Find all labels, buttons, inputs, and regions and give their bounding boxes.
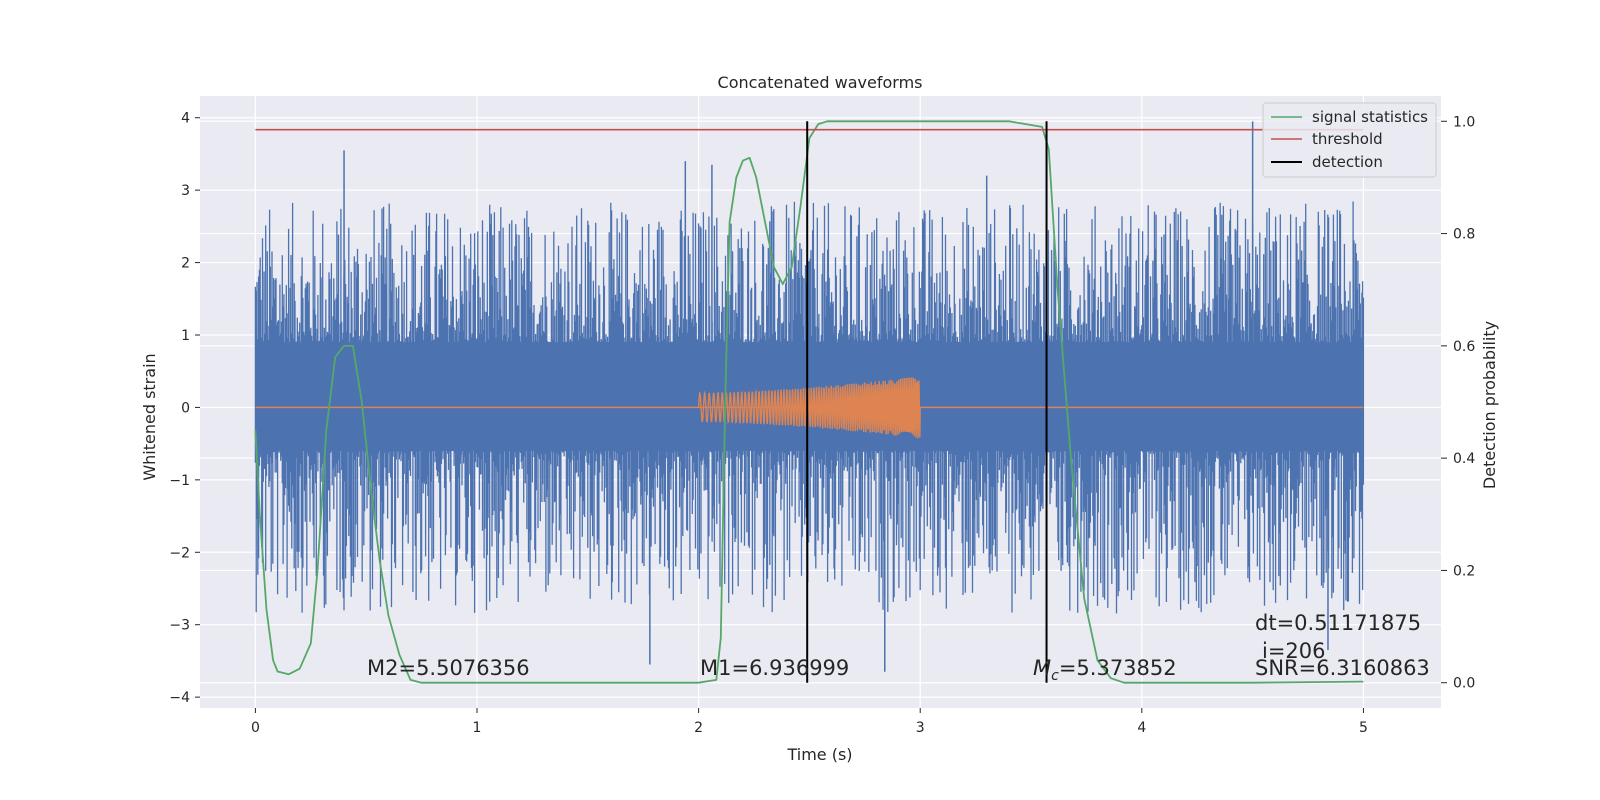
annotation-mc-symbol: M [1033, 656, 1051, 680]
y2-axis-ticks: 0.0 0.2 0.4 0.6 0.8 1.0 [1441, 114, 1475, 692]
annotation-m1: M1=6.936999 [700, 656, 849, 680]
y-tick-label: 1 [181, 328, 190, 344]
y-tick-label: 0 [181, 400, 190, 416]
x-tick-label: 0 [251, 720, 260, 736]
x-tick-label: 3 [916, 720, 925, 736]
y-tick-label: −4 [169, 690, 190, 706]
legend-box [1262, 102, 1437, 178]
annotation-i: i=206 [1262, 639, 1326, 663]
legend: signal statistics threshold detection [1262, 102, 1437, 178]
y2-tick-label: 0.6 [1453, 339, 1475, 355]
chart-title: Concatenated waveforms [718, 73, 923, 92]
y-tick-label: −2 [169, 545, 190, 561]
x-tick-label: 2 [694, 720, 703, 736]
annotation-snr: SNR=6.3160863 [1255, 656, 1430, 680]
template-series [255, 377, 1364, 439]
y-tick-label: 3 [181, 183, 190, 199]
y2-tick-label: 0.4 [1453, 451, 1475, 467]
legend-label-threshold: threshold [1312, 130, 1383, 148]
annotation-dt: dt=0.51171875 [1255, 611, 1421, 635]
x-axis-label: Time (s) [786, 745, 852, 764]
signal-statistics-line [254, 120, 1364, 684]
template-chirp [697, 377, 921, 439]
y2-axis-label: Detection probability [1480, 321, 1499, 489]
annotation-m2: M2=5.5076356 [367, 656, 530, 680]
y2-tick-label: 0.0 [1453, 676, 1475, 692]
y-tick-label: 2 [181, 256, 190, 272]
signal-statistics-series [254, 120, 1364, 684]
legend-label-detection: detection [1312, 153, 1383, 171]
y2-tick-label: 0.2 [1453, 563, 1475, 579]
x-tick-label: 5 [1359, 720, 1368, 736]
legend-label-signal-statistics: signal statistics [1312, 108, 1428, 126]
y-tick-label: 4 [181, 111, 190, 127]
noise-trace [254, 201, 1365, 614]
annotation-mc: Mc=5.373852 [1033, 656, 1177, 684]
x-axis-ticks: 0 1 2 3 4 5 [251, 708, 1368, 736]
y2-tick-label: 1.0 [1453, 114, 1475, 130]
y-tick-label: −3 [169, 618, 190, 634]
annotation-mc-subscript: c [1051, 668, 1059, 684]
y-axis-ticks: −4 −3 −2 −1 0 1 2 3 4 [169, 111, 200, 706]
x-tick-label: 4 [1137, 720, 1146, 736]
x-tick-label: 1 [473, 720, 482, 736]
detection-series [806, 121, 1048, 683]
annotations: M2=5.5076356 M1=6.936999 Mc=5.373852 dt=… [367, 611, 1430, 684]
y2-tick-label: 0.8 [1453, 227, 1475, 243]
y-axis-label: Whitened strain [140, 353, 159, 480]
y-tick-label: −1 [169, 473, 190, 489]
annotation-mc-value: =5.373852 [1059, 656, 1177, 680]
